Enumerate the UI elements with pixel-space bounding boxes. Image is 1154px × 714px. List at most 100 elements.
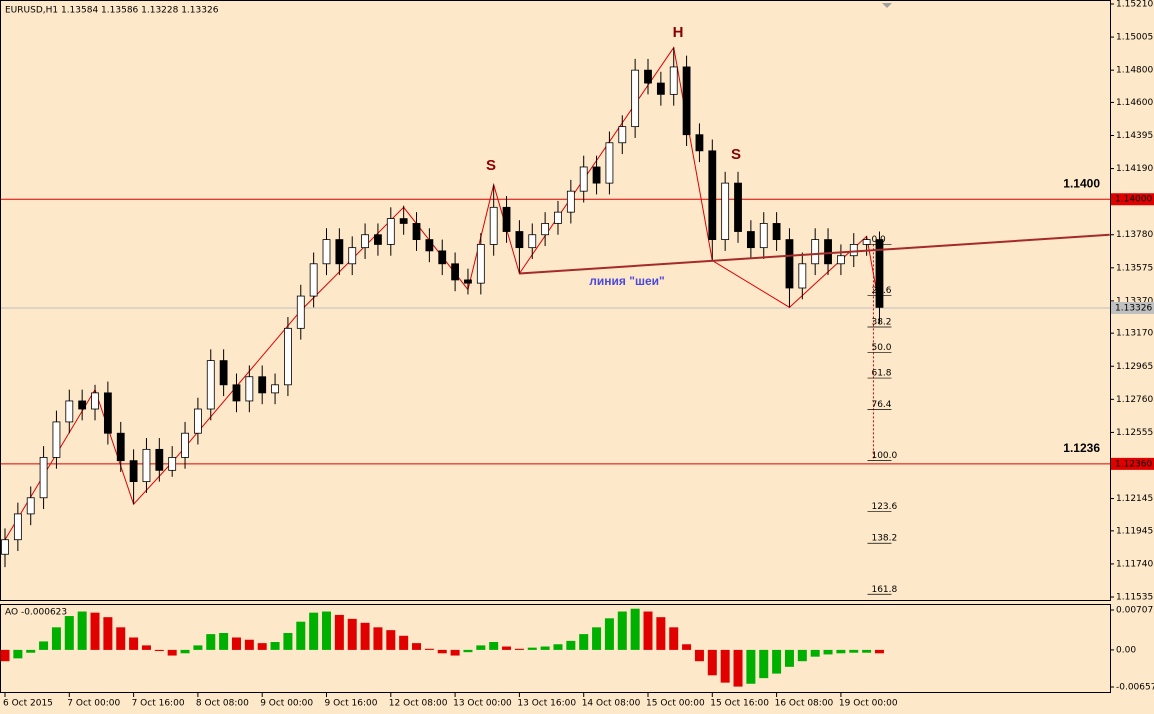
candle-body — [644, 69, 652, 84]
ao-bar — [180, 649, 190, 654]
candle-body — [451, 263, 460, 281]
y-tick-label: 1.14800 — [1116, 66, 1153, 76]
x-tick-label: 15 Oct 16:00 — [710, 699, 769, 709]
ao-bar — [399, 635, 409, 650]
ao-bar — [373, 627, 383, 650]
y-tick-label: 0.007072 — [1116, 605, 1154, 615]
x-tick-label: 14 Oct 08:00 — [582, 699, 641, 709]
pattern-label: H — [673, 24, 684, 41]
neckline-label: линия "шеи" — [589, 274, 664, 288]
ao-bar — [514, 648, 524, 650]
x-tick-label: 16 Oct 08:00 — [775, 699, 834, 709]
candle-body — [206, 360, 215, 410]
fibo-label: 138.2 — [871, 534, 897, 544]
ao-bar — [334, 614, 344, 650]
ao-bar — [450, 649, 460, 656]
ao-bar — [682, 644, 692, 650]
ao-bar — [51, 627, 61, 650]
x-tick-label: 19 Oct 00:00 — [839, 699, 898, 709]
candle-body — [759, 223, 768, 249]
candle-body — [271, 384, 279, 394]
y-tick-label: 0.00 — [1116, 645, 1136, 655]
y-tick-label: 1.11945 — [1116, 526, 1153, 536]
ao-bar — [64, 616, 74, 650]
candle-body — [348, 247, 357, 265]
ao-bar — [579, 634, 589, 650]
neckline — [519, 233, 1110, 275]
ao-bar — [309, 612, 319, 650]
candle-body — [721, 182, 730, 240]
candle-body — [245, 376, 254, 402]
ao-bar — [13, 649, 23, 659]
y-tick-label: 1.15005 — [1116, 33, 1153, 43]
ao-bar — [39, 641, 49, 650]
ao-bar — [103, 617, 113, 650]
candle-body — [682, 66, 691, 136]
candle-body — [129, 460, 138, 483]
ao-bar — [746, 649, 756, 684]
axis-price-box — [1111, 302, 1154, 315]
x-tick-label: 13 Oct 00:00 — [453, 699, 512, 709]
candle-body — [155, 448, 164, 471]
candle-body — [296, 295, 305, 329]
level-label: 1.1236 — [1063, 441, 1100, 455]
candle-body — [1, 539, 9, 555]
y-tick-label: 1.13370 — [1116, 296, 1153, 306]
ao-bar — [630, 608, 640, 650]
y-tick-label: 1.12145 — [1116, 494, 1153, 504]
fibo-label: 0.0 — [871, 235, 886, 245]
candle-body — [631, 69, 640, 128]
y-tick-label: 1.12555 — [1116, 428, 1153, 438]
ao-bar — [566, 640, 576, 650]
candle-body — [824, 239, 832, 265]
axis-price-box — [1111, 457, 1154, 470]
ao-bar — [489, 642, 499, 650]
y-tick-label: 1.12760 — [1116, 395, 1153, 405]
indicator-frame — [0, 604, 1111, 693]
candle-body — [862, 239, 871, 245]
fibo-label: 50.0 — [871, 343, 891, 353]
ao-bar — [669, 627, 679, 650]
ao-bar — [463, 649, 473, 653]
ao-bar — [116, 627, 126, 650]
candle-body — [502, 206, 511, 232]
candle-body — [515, 231, 524, 249]
ao-bar — [231, 637, 241, 650]
ao-bar — [772, 649, 782, 674]
fibo-label: 38.2 — [871, 318, 891, 328]
x-tick-label: 8 Oct 08:00 — [196, 699, 249, 709]
ao-bar — [322, 611, 331, 650]
x-tick-label: 6 Oct 2015 — [3, 699, 53, 709]
candle-body — [669, 66, 678, 95]
ao-bar — [707, 649, 717, 676]
y-tick-label: -0.006574 — [1116, 683, 1154, 693]
ao-bar — [386, 630, 396, 650]
ao-bar — [540, 646, 550, 650]
ao-bar — [283, 632, 293, 650]
candle-body — [181, 432, 189, 458]
shift-marker — [882, 3, 892, 8]
candle-body — [116, 432, 125, 462]
axis-price-label: 1.14000 — [1115, 195, 1152, 205]
candle-body — [65, 400, 74, 423]
fibo-label: 123.6 — [871, 502, 897, 512]
candle-body — [193, 408, 202, 434]
y-tick-label: 1.14600 — [1116, 98, 1153, 108]
candle-body — [464, 279, 472, 284]
ao-bar — [270, 642, 280, 650]
ao-bar — [167, 649, 177, 656]
ao-bar — [527, 647, 537, 650]
ao-bar — [604, 618, 614, 650]
x-tick-label: 7 Oct 00:00 — [67, 699, 120, 709]
ao-bar — [823, 649, 833, 655]
candle-body — [734, 182, 742, 232]
ao-bar — [617, 611, 627, 650]
ao-bar — [656, 617, 666, 650]
x-tick-label: 12 Oct 08:00 — [389, 699, 448, 709]
y-tick-label: 1.13575 — [1116, 263, 1153, 273]
y-tick-label: 1.14190 — [1116, 164, 1153, 174]
ao-bar — [810, 649, 820, 657]
candle-body — [39, 457, 48, 499]
